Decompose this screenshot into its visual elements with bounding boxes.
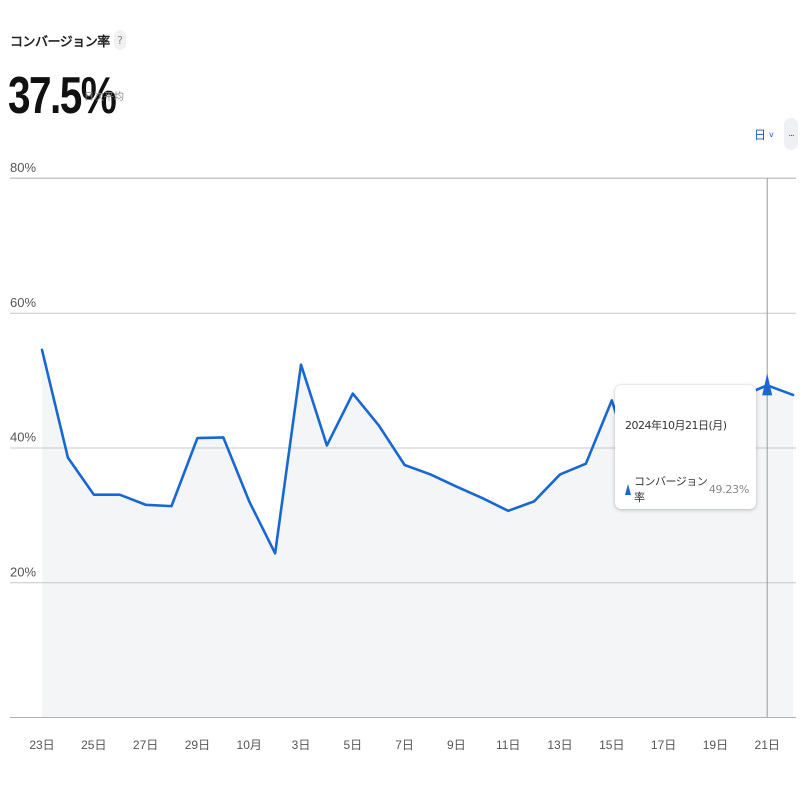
tooltip-row: コンバージョン率 49.23% <box>625 473 749 505</box>
x-tick-label: 19日 <box>703 738 728 752</box>
kpi-subtitle: 日次平均 <box>84 92 124 103</box>
help-icon[interactable]: ? <box>113 30 126 50</box>
x-tick-label: 15日 <box>599 738 624 752</box>
x-tick-label: 3日 <box>292 738 311 752</box>
x-tick-label: 10月 <box>237 738 262 752</box>
x-tick-label: 23日 <box>29 738 54 752</box>
chart-tooltip: 2024年10月21日(月) コンバージョン率 49.23% <box>615 385 756 509</box>
x-tick-label: 13日 <box>547 738 572 752</box>
metric-title: コンバージョン率 ? <box>10 30 126 50</box>
tooltip-date: 2024年10月21日(月) <box>625 419 727 432</box>
x-tick-label: 11日 <box>496 738 520 752</box>
x-tick-label: 29日 <box>185 738 210 752</box>
y-tick-label: 60% <box>10 295 36 310</box>
y-tick-label: 20% <box>10 564 36 579</box>
x-tick-label: 25日 <box>81 738 106 752</box>
tooltip-metric: コンバージョン率 <box>634 475 708 504</box>
chevron-down-icon: v <box>769 130 774 139</box>
more-options-icon[interactable]: ... <box>784 118 798 150</box>
series-marker-icon <box>625 483 631 495</box>
period-selector[interactable]: 日 v <box>754 126 774 143</box>
x-tick-label: 27日 <box>133 738 158 752</box>
tooltip-value: 49.23% <box>708 482 749 496</box>
y-tick-label: 40% <box>10 430 36 445</box>
x-tick-label: 21日 <box>755 738 780 752</box>
highlight-marker <box>762 373 773 396</box>
x-tick-label: 7日 <box>395 738 414 752</box>
x-tick-label: 5日 <box>343 738 362 752</box>
y-tick-label: 80% <box>10 160 36 175</box>
metric-title-label: コンバージョン率 <box>10 34 110 50</box>
x-tick-label: 17日 <box>651 738 676 752</box>
x-tick-label: 9日 <box>447 738 466 752</box>
kpi-value: 37.5% <box>8 67 117 125</box>
area-fill <box>42 349 794 717</box>
period-label: 日 <box>754 128 767 142</box>
